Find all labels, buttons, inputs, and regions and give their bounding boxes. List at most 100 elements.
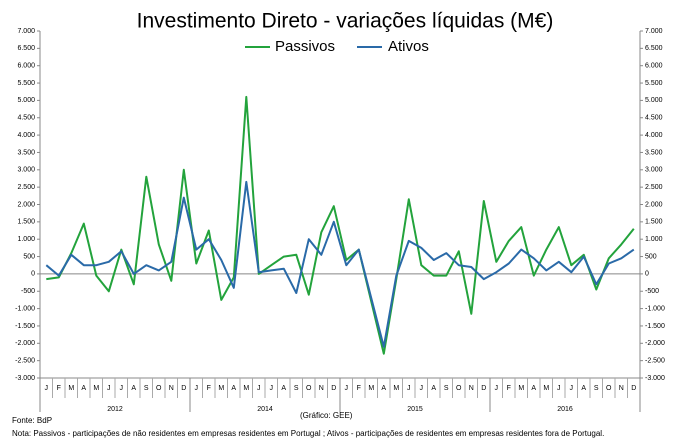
x-tick-label: M xyxy=(368,385,374,392)
y2-tick-label: 2.000 xyxy=(645,201,663,208)
legend-label: Ativos xyxy=(388,38,429,55)
y-tick-label: 7.000 xyxy=(17,28,35,35)
x-tick-label: M xyxy=(543,385,549,392)
x-tick-label: M xyxy=(93,385,99,392)
x-tick-label: O xyxy=(156,385,162,392)
note: Nota: Passivos - participações de não re… xyxy=(12,429,604,438)
y2-tick-label: 4.000 xyxy=(645,132,663,139)
x-tick-label: A xyxy=(281,385,286,392)
y2-tick-label: -2.500 xyxy=(645,357,665,364)
x-tick-label: J xyxy=(257,385,261,392)
x-tick-label: J xyxy=(195,385,199,392)
y-tick-label: 6.500 xyxy=(17,45,35,52)
source: Fonte: BdP xyxy=(12,416,52,425)
series-line xyxy=(46,95,635,355)
y2-tick-label: 1.500 xyxy=(645,219,663,226)
x-tick-label: S xyxy=(594,385,599,392)
x-tick-label: N xyxy=(169,385,174,392)
y2-tick-label: -500 xyxy=(645,288,659,295)
x-tick-label: D xyxy=(481,385,486,392)
y-tick-label: 6.000 xyxy=(17,63,35,70)
y-tick-label: 3.500 xyxy=(17,149,35,156)
y2-tick-label: 5.500 xyxy=(645,80,663,87)
y2-tick-label: 6.000 xyxy=(645,63,663,70)
y-tick-label: 500 xyxy=(23,253,35,260)
y2-tick-label: -2.000 xyxy=(645,340,665,347)
x-tick-label: S xyxy=(144,385,149,392)
y2-tick-label: -1.500 xyxy=(645,323,665,330)
x-tick-label: A xyxy=(81,385,86,392)
x-tick-label: N xyxy=(319,385,324,392)
x-tick-label: D xyxy=(181,385,186,392)
y-tick-label: 4.000 xyxy=(17,132,35,139)
x-tick-label: J xyxy=(120,385,124,392)
x-tick-label: O xyxy=(606,385,612,392)
y2-tick-label: 3.000 xyxy=(645,167,663,174)
y-tick-label: -500 xyxy=(21,288,35,295)
year-label: 2015 xyxy=(407,406,423,413)
y-tick-label: 5.500 xyxy=(17,80,35,87)
x-tick-label: O xyxy=(456,385,462,392)
y2-tick-label: 6.500 xyxy=(645,45,663,52)
year-label: 2016 xyxy=(557,406,573,413)
x-tick-label: O xyxy=(306,385,312,392)
x-tick-label: A xyxy=(431,385,436,392)
y-tick-label: 3.000 xyxy=(17,167,35,174)
y2-tick-label: 2.500 xyxy=(645,184,663,191)
x-tick-label: J xyxy=(420,385,424,392)
y-tick-label: -2.500 xyxy=(15,357,35,364)
x-tick-label: J xyxy=(107,385,111,392)
year-label: 2014 xyxy=(257,406,273,413)
x-tick-label: N xyxy=(469,385,474,392)
y2-tick-label: 5.000 xyxy=(645,97,663,104)
y2-tick-label: -3.000 xyxy=(645,375,665,382)
y-tick-label: 1.000 xyxy=(17,236,35,243)
y2-tick-label: 500 xyxy=(645,253,657,260)
x-tick-label: J xyxy=(345,385,349,392)
y-tick-label: -1.000 xyxy=(15,305,35,312)
x-tick-label: M xyxy=(218,385,224,392)
y-tick-label: 2.000 xyxy=(17,201,35,208)
x-tick-label: F xyxy=(57,385,61,392)
x-tick-label: N xyxy=(619,385,624,392)
x-tick-label: J xyxy=(407,385,411,392)
x-tick-label: A xyxy=(381,385,386,392)
x-tick-label: M xyxy=(518,385,524,392)
y2-tick-label: 7.000 xyxy=(645,28,663,35)
x-tick-label: S xyxy=(294,385,299,392)
x-tick-label: F xyxy=(207,385,211,392)
y-tick-label: -2.000 xyxy=(15,340,35,347)
y-tick-label: 2.500 xyxy=(17,184,35,191)
x-tick-label: J xyxy=(570,385,574,392)
chart-title: Investimento Direto - variações líquidas… xyxy=(137,10,554,33)
x-tick-label: F xyxy=(507,385,511,392)
x-tick-label: J xyxy=(270,385,274,392)
x-tick-label: M xyxy=(68,385,74,392)
x-tick-label: D xyxy=(331,385,336,392)
x-tick-label: J xyxy=(495,385,499,392)
y-tick-label: 1.500 xyxy=(17,219,35,226)
x-tick-label: F xyxy=(357,385,361,392)
y-tick-label: -3.000 xyxy=(15,375,35,382)
x-tick-label: J xyxy=(45,385,49,392)
y2-tick-label: 1.000 xyxy=(645,236,663,243)
x-tick-label: J xyxy=(557,385,561,392)
y2-tick-label: 0 xyxy=(645,271,649,278)
credit: (Gráfico: GEE) xyxy=(300,411,353,420)
y-tick-label: 5.000 xyxy=(17,97,35,104)
y2-tick-label: 4.500 xyxy=(645,115,663,122)
x-tick-label: A xyxy=(231,385,236,392)
x-tick-label: D xyxy=(631,385,636,392)
x-tick-label: M xyxy=(243,385,249,392)
x-tick-label: A xyxy=(531,385,536,392)
series-line xyxy=(45,180,635,348)
x-tick-label: A xyxy=(581,385,586,392)
y-tick-label: 4.500 xyxy=(17,115,35,122)
y2-tick-label: 3.500 xyxy=(645,149,663,156)
y-tick-label: 0 xyxy=(31,271,35,278)
x-tick-label: S xyxy=(444,385,449,392)
x-tick-label: A xyxy=(131,385,136,392)
legend-label: Passivos xyxy=(275,38,335,55)
year-label: 2012 xyxy=(107,406,123,413)
